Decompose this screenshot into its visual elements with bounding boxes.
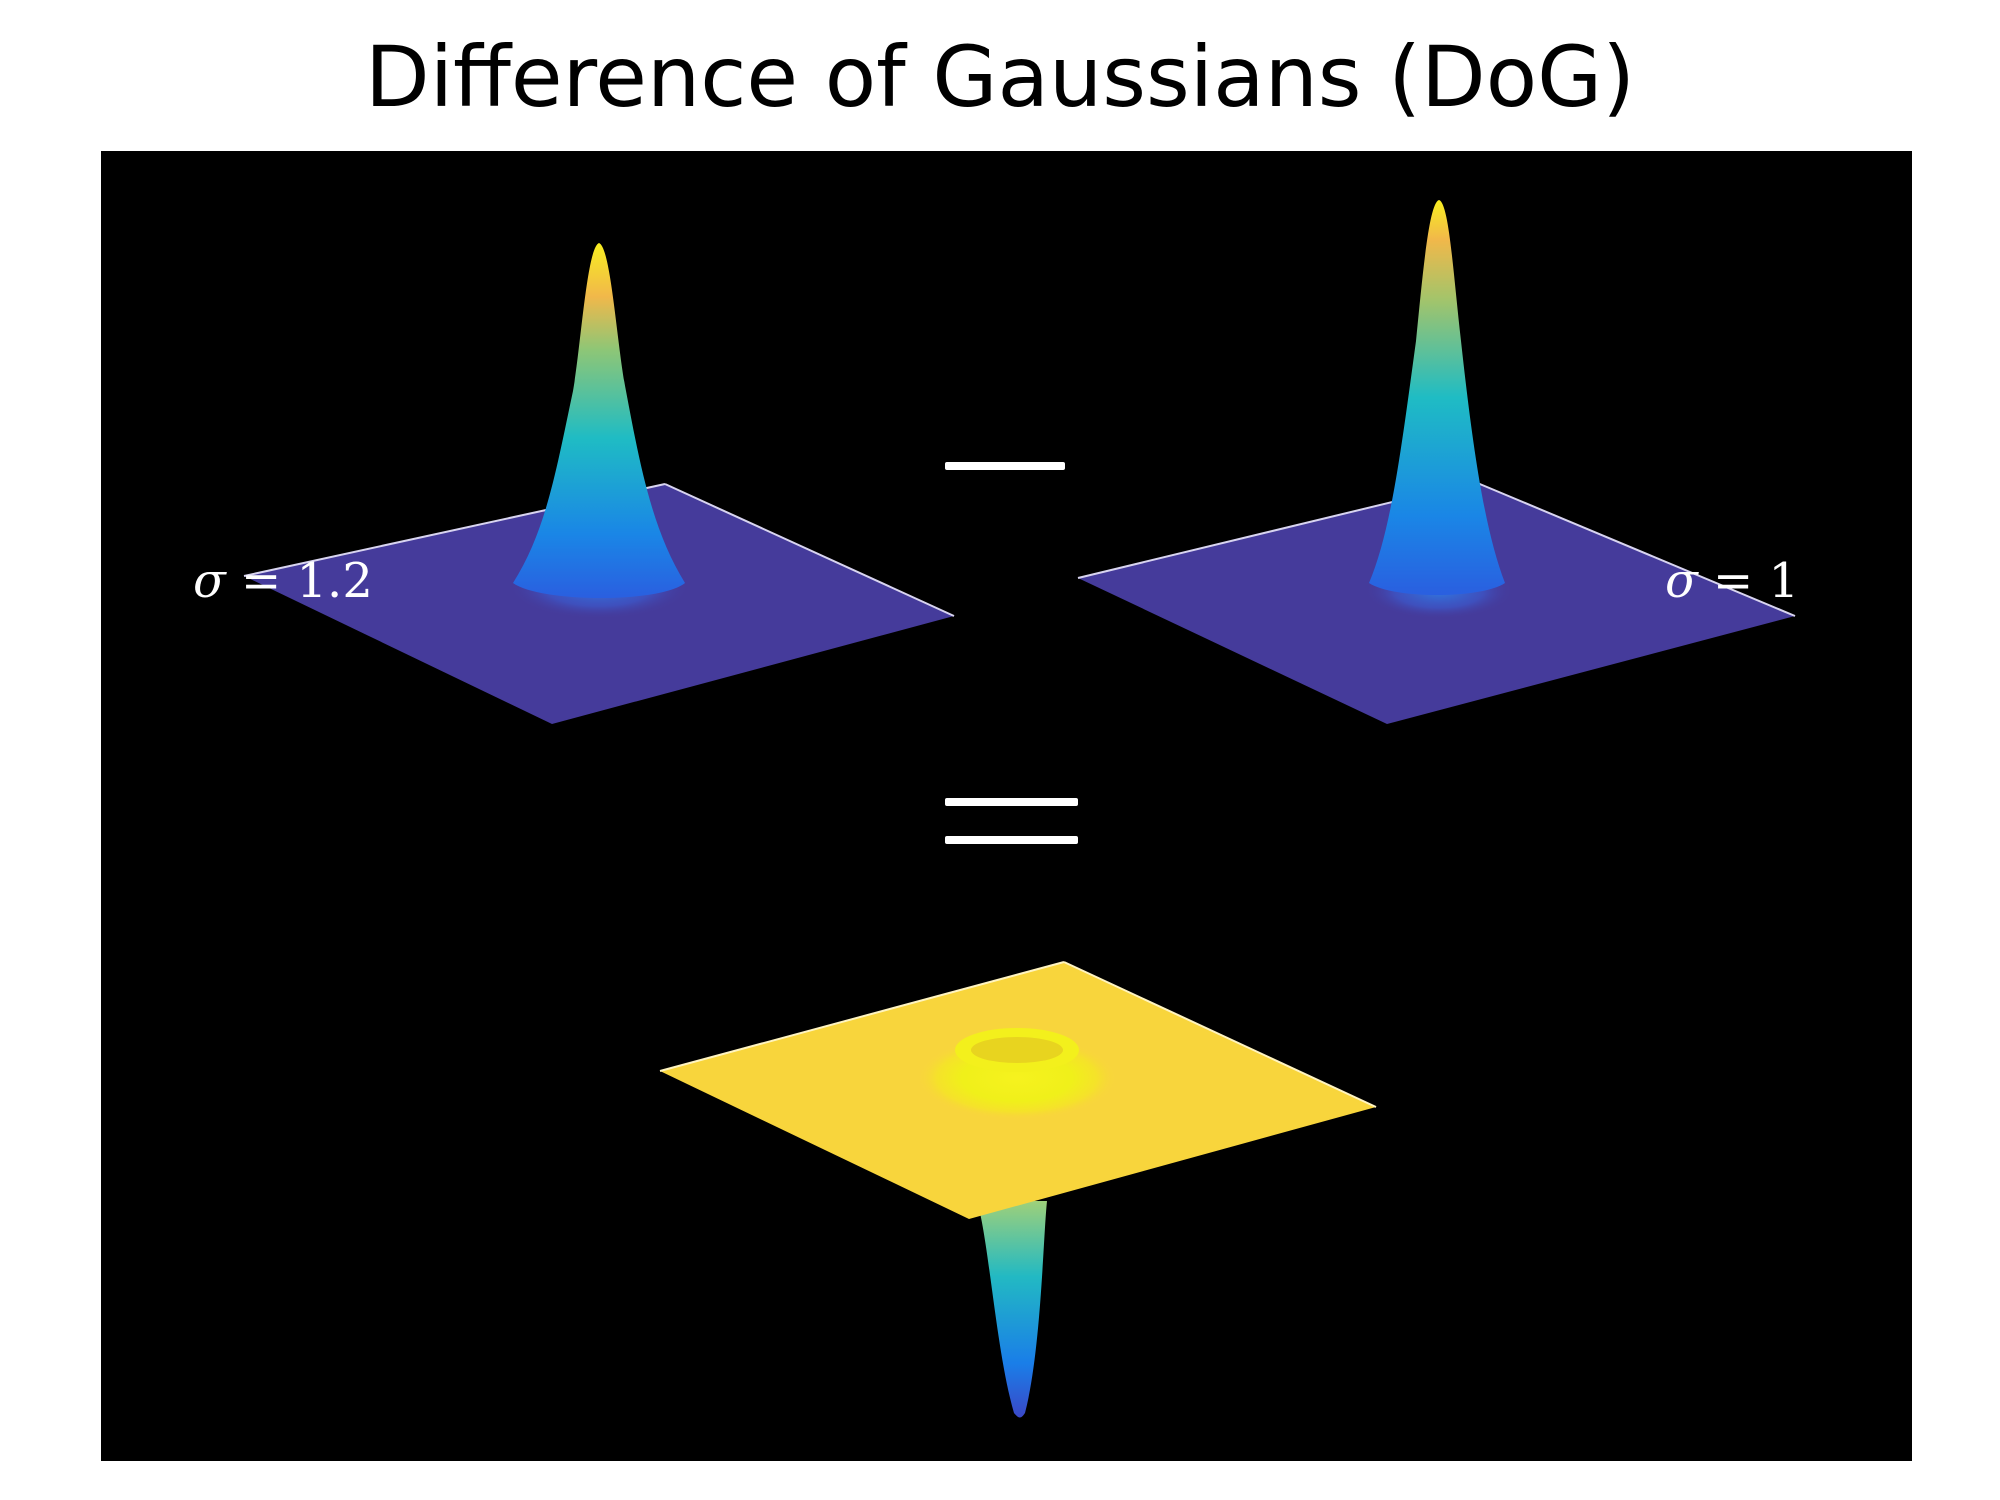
dog-negative-dip: [977, 1201, 1047, 1418]
figure-panel: σ = 1.2 σ = 1: [101, 151, 1912, 1461]
right-gaussian-peak: [1369, 200, 1505, 595]
minus-sign: [945, 462, 1065, 470]
sigma-value: 1: [1768, 553, 1800, 609]
left-plane-edge: [664, 483, 955, 617]
right-plane-edge: [1474, 481, 1796, 617]
surface-plots: [243, 200, 1796, 1418]
sigma-value: 1.2: [296, 553, 373, 609]
dog-plane-edge: [659, 961, 1065, 1072]
sigma-symbol: σ: [193, 553, 226, 609]
equals-symbol: =: [241, 553, 282, 609]
equals-sign-top-bar: [945, 798, 1078, 806]
sigma-label-left: σ = 1.2: [193, 553, 373, 609]
slide-title: Difference of Gaussians (DoG): [365, 28, 1635, 126]
equals-symbol: =: [1713, 553, 1754, 609]
dog-ring-center: [971, 1037, 1063, 1063]
left-gaussian-peak: [513, 243, 685, 598]
sigma-label-right: σ = 1: [1665, 553, 1799, 609]
dog-plane-edge: [1063, 961, 1377, 1108]
sigma-symbol: σ: [1665, 553, 1698, 609]
equals-sign-bottom-bar: [945, 836, 1078, 844]
